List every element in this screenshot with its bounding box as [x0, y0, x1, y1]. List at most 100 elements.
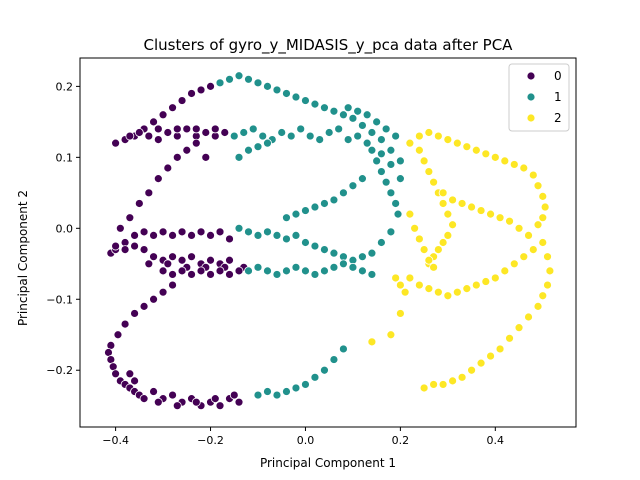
legend-label: 2	[554, 111, 562, 125]
point-cluster-0	[196, 85, 206, 95]
point-cluster-1	[272, 231, 282, 240]
point-cluster-1	[395, 156, 405, 166]
point-cluster-2	[533, 181, 543, 191]
point-cluster-1	[362, 138, 372, 148]
point-cluster-2	[410, 223, 420, 233]
point-cluster-0	[201, 152, 211, 162]
point-cluster-2	[500, 156, 510, 166]
point-cluster-2	[452, 287, 462, 297]
point-cluster-0	[125, 213, 135, 223]
point-cluster-1	[258, 131, 268, 141]
point-cluster-0	[120, 319, 130, 329]
point-cluster-1	[343, 103, 353, 113]
point-cluster-2	[500, 266, 510, 276]
point-cluster-1	[393, 209, 403, 219]
point-cluster-1	[372, 156, 382, 166]
point-cluster-2	[528, 245, 538, 254]
point-cluster-1	[296, 124, 306, 134]
point-cluster-0	[168, 280, 177, 290]
point-cluster-0	[187, 89, 196, 98]
point-cluster-0	[196, 227, 206, 237]
point-cluster-0	[168, 252, 177, 262]
point-cluster-1	[253, 231, 263, 240]
point-cluster-0	[134, 128, 144, 137]
y-tick-label: 0.0	[56, 222, 74, 235]
point-cluster-0	[144, 131, 154, 141]
point-cluster-0	[182, 145, 192, 155]
point-cluster-1	[301, 206, 310, 215]
point-cluster-1	[376, 135, 386, 145]
chart-title: Clusters of gyro_y_MIDASIS_y_pca data af…	[144, 36, 514, 55]
point-cluster-0	[113, 330, 123, 340]
point-cluster-0	[168, 390, 177, 400]
point-cluster-1	[376, 238, 386, 247]
point-cluster-2	[495, 213, 505, 223]
legend-marker	[526, 92, 536, 102]
y-tick-label: −0.2	[46, 364, 73, 377]
point-cluster-1	[263, 387, 272, 396]
point-cluster-2	[419, 245, 429, 254]
point-cluster-1	[234, 71, 244, 81]
point-cluster-2	[524, 231, 533, 240]
point-cluster-1	[253, 262, 263, 272]
x-tick-label: 0.0	[297, 434, 315, 447]
point-cluster-1	[282, 387, 291, 396]
point-cluster-0	[220, 128, 230, 137]
point-cluster-1	[339, 110, 348, 120]
point-cluster-1	[310, 241, 320, 251]
point-cluster-2	[481, 277, 491, 286]
point-cluster-0	[111, 138, 120, 148]
point-cluster-0	[153, 397, 163, 407]
point-cluster-2	[429, 262, 439, 272]
point-cluster-1	[353, 106, 363, 116]
point-cluster-0	[158, 287, 168, 297]
point-cluster-0	[215, 266, 225, 276]
point-cluster-1	[386, 188, 396, 198]
point-cluster-0	[163, 128, 173, 137]
x-tick-label: −0.2	[197, 434, 224, 447]
point-cluster-1	[391, 131, 401, 141]
point-cluster-0	[168, 231, 177, 240]
point-cluster-1	[272, 270, 282, 279]
point-cluster-2	[467, 202, 476, 212]
point-cluster-0	[191, 124, 201, 134]
point-cluster-1	[362, 110, 372, 120]
plot-area	[104, 71, 555, 411]
point-cluster-2	[543, 252, 552, 262]
point-cluster-0	[225, 234, 234, 244]
point-cluster-2	[538, 238, 548, 247]
point-cluster-0	[168, 103, 177, 113]
point-cluster-2	[395, 280, 405, 290]
point-cluster-1	[339, 259, 348, 269]
point-cluster-2	[400, 287, 410, 297]
point-cluster-0	[125, 131, 135, 141]
point-cluster-2	[533, 301, 543, 311]
point-cluster-2	[490, 152, 500, 162]
point-cluster-2	[509, 160, 519, 169]
point-cluster-1	[263, 138, 272, 148]
point-cluster-0	[153, 174, 163, 184]
point-cluster-2	[414, 280, 424, 290]
point-cluster-0	[111, 369, 120, 379]
point-cluster-1	[395, 174, 405, 184]
point-cluster-0	[134, 199, 144, 208]
point-cluster-2	[429, 380, 439, 389]
point-cluster-1	[282, 213, 291, 223]
point-cluster-0	[215, 401, 225, 411]
point-cluster-2	[405, 273, 415, 283]
point-cluster-1	[239, 128, 249, 137]
point-cluster-0	[206, 270, 215, 279]
point-cluster-0	[139, 394, 149, 404]
point-cluster-0	[187, 231, 196, 240]
point-cluster-2	[533, 220, 543, 230]
point-cluster-2	[476, 358, 486, 368]
point-cluster-2	[414, 145, 424, 155]
point-cluster-1	[324, 128, 334, 137]
point-cluster-0	[210, 394, 220, 404]
point-cluster-1	[291, 92, 301, 102]
point-cluster-2	[391, 273, 401, 283]
point-cluster-2	[448, 195, 457, 205]
point-cluster-2	[414, 131, 424, 141]
point-cluster-0	[206, 81, 215, 91]
